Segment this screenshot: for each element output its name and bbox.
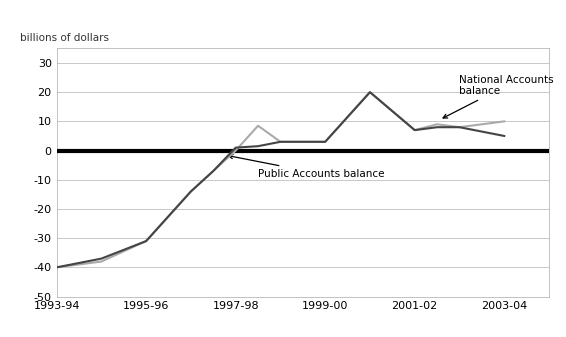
Text: Public Accounts balance: Public Accounts balance [229,154,384,179]
Text: billions of dollars: billions of dollars [20,33,109,43]
Text: National Accounts and Public Accounts Budget Balance: National Accounts and Public Accounts Bu… [10,16,484,31]
Text: National Accounts
balance: National Accounts balance [443,75,554,118]
